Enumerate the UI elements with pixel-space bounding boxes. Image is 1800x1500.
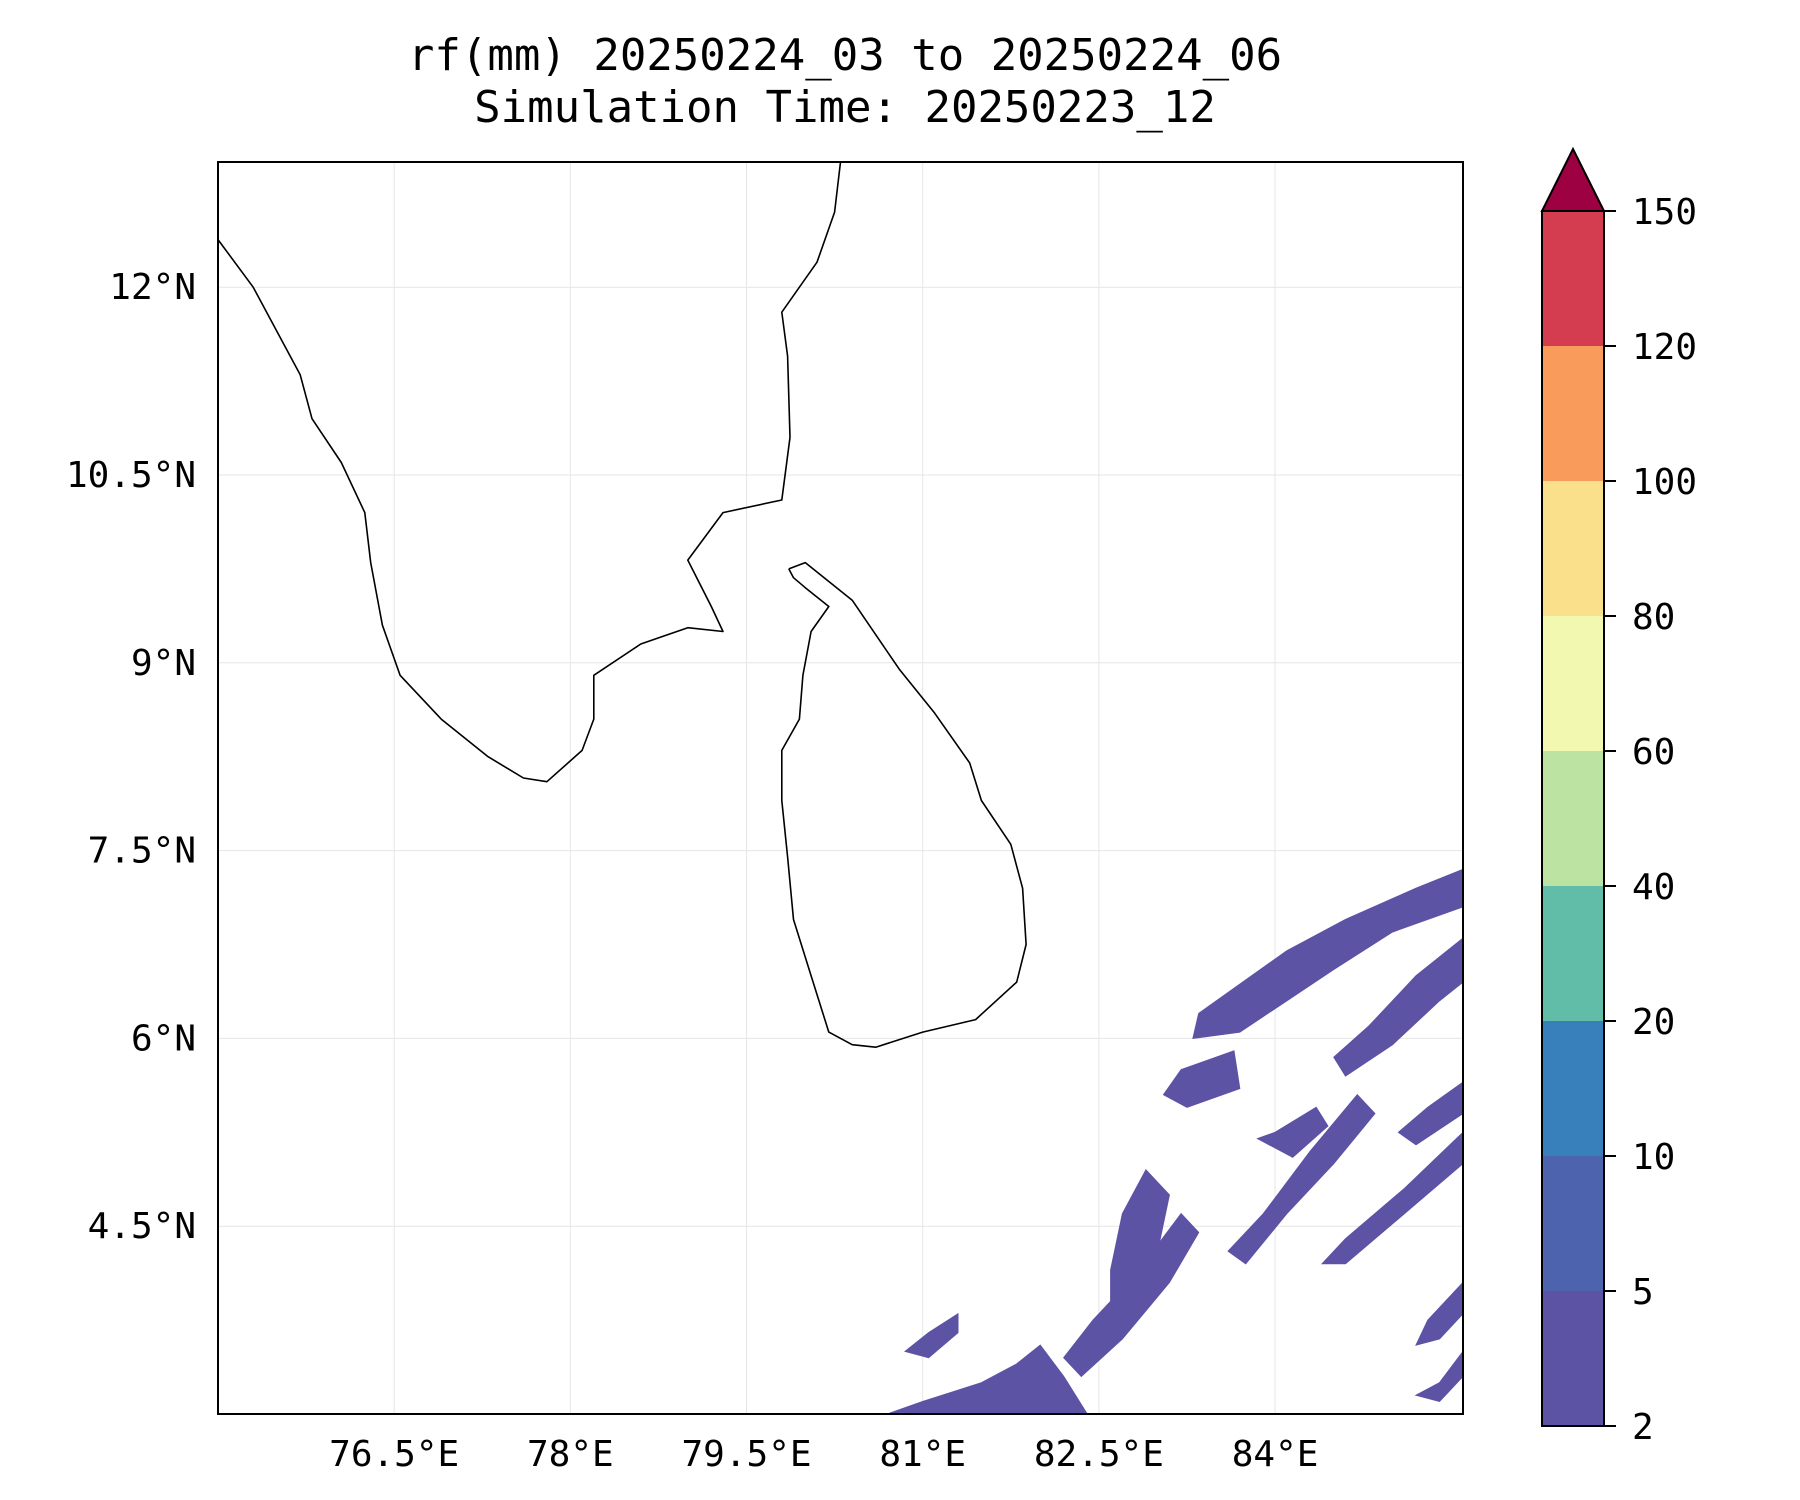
colorbar-label: 2 — [1632, 1407, 1654, 1448]
latitude-axis: 12°N 10.5°N 9°N 7.5°N 6°N 4.5°N — [66, 267, 196, 1247]
rain-area — [1063, 1212, 1200, 1378]
rain-area — [1397, 1081, 1463, 1146]
colorbar-frame — [1541, 210, 1605, 1427]
colorbar-label: 20 — [1632, 1002, 1675, 1043]
rain-area — [904, 1312, 959, 1359]
rain-area — [1333, 937, 1463, 1077]
coastlines — [218, 162, 1027, 1048]
rain-area — [1415, 1281, 1463, 1346]
rain-area — [1320, 1131, 1463, 1265]
rain-area — [1162, 1050, 1241, 1108]
lon-tick-label: 78°E — [527, 1434, 614, 1475]
lat-tick-label: 7.5°N — [88, 831, 196, 872]
lon-tick-label: 76.5°E — [329, 1434, 459, 1475]
colorbar-label: 5 — [1632, 1272, 1654, 1313]
chart-title: rf(mm) 20250224_03 to 20250224_06 — [407, 30, 1283, 81]
rain-area — [1414, 1350, 1463, 1403]
colorbar-segment — [1542, 481, 1604, 616]
lon-tick-label: 84°E — [1232, 1434, 1319, 1475]
colorbar-label: 150 — [1632, 192, 1697, 233]
colorbar-segment — [1542, 1291, 1604, 1426]
colorbar-segment — [1542, 211, 1604, 346]
rain-area — [1256, 1106, 1329, 1158]
lat-tick-label: 6°N — [131, 1018, 196, 1059]
colorbar-label: 80 — [1632, 597, 1675, 638]
lon-tick-label: 81°E — [879, 1434, 966, 1475]
coastline-srilanka — [780, 561, 1027, 1048]
longitude-axis: 76.5°E 78°E 79.5°E 81°E 82.5°E 84°E — [329, 1434, 1318, 1475]
colorbar-label: 120 — [1632, 327, 1697, 368]
colorbar-segment — [1542, 1156, 1604, 1291]
lat-tick-label: 9°N — [131, 643, 196, 684]
colorbar: 2 5 10 20 40 60 80 100 120 150 — [1540, 146, 1697, 1448]
colorbar-label: 60 — [1632, 732, 1675, 773]
lon-tick-label: 79.5°E — [682, 1434, 812, 1475]
colorbar-segment — [1542, 616, 1604, 751]
colorbar-label: 10 — [1632, 1137, 1675, 1178]
lat-tick-label: 12°N — [109, 267, 196, 308]
lon-tick-label: 82.5°E — [1034, 1434, 1164, 1475]
map-frame — [217, 161, 1464, 1415]
rain-area — [887, 1344, 1088, 1414]
colorbar-extend-arrow — [1540, 146, 1606, 212]
colorbar-segment — [1542, 1021, 1604, 1156]
lat-tick-label: 4.5°N — [88, 1206, 196, 1247]
chart-subtitle: Simulation Time: 20250223_12 — [474, 82, 1216, 133]
rain-area — [1227, 1093, 1376, 1265]
rain-area — [1192, 868, 1463, 1039]
colorbar-label: 100 — [1632, 462, 1697, 503]
colorbar-label: 40 — [1632, 867, 1675, 908]
lat-tick-label: 10.5°N — [66, 455, 196, 496]
colorbar-segment — [1542, 886, 1604, 1021]
colorbar-segment — [1542, 751, 1604, 886]
coastline-india — [218, 162, 842, 783]
rainfall-field — [887, 868, 1463, 1414]
colorbar-segment — [1542, 346, 1604, 481]
